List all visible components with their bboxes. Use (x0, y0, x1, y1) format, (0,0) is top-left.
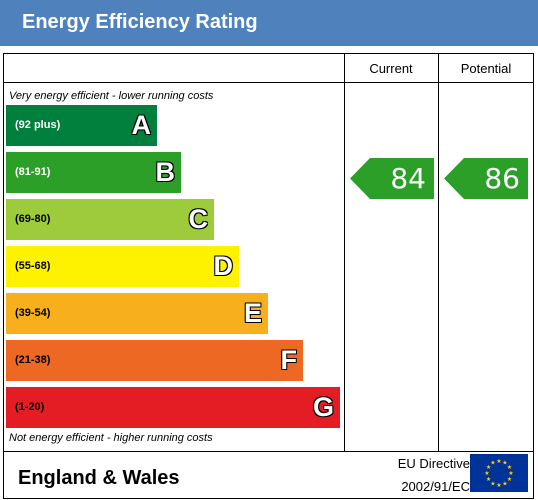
band-e: (39-54) E (6, 293, 268, 334)
eu-star-icon: ★ (502, 480, 507, 487)
current-rating-arrow: 84 (350, 158, 434, 199)
eu-star-icon: ★ (496, 458, 501, 465)
potential-column-header: Potential (460, 61, 512, 76)
directive-line-2: 2002/91/EC (401, 479, 470, 494)
potential-column-divider (438, 54, 439, 451)
eu-star-icon: ★ (507, 464, 512, 471)
current-arrow-shape (350, 158, 434, 199)
band-e-letter: E (243, 298, 262, 328)
potential-rating-value: 86 (484, 162, 520, 195)
rating-title: Energy Efficiency Rating (0, 0, 538, 46)
top-caption: Very energy efficient - lower running co… (9, 90, 214, 102)
band-f-range: (21-38) (15, 354, 51, 366)
eu-star-icon: ★ (508, 470, 513, 477)
band-c-letter: C (188, 204, 209, 234)
band-d-range: (55-68) (15, 260, 51, 272)
band-a: (92 plus) A (6, 105, 157, 146)
bottom-caption: Not energy efficient - higher running co… (9, 432, 213, 444)
band-c: (69-80) C (6, 199, 214, 240)
band-d-letter: D (213, 251, 234, 281)
band-d: (55-68) D (6, 246, 239, 287)
band-c-range: (69-80) (15, 213, 51, 225)
band-b-letter: B (155, 157, 176, 187)
eu-star-icon: ★ (507, 476, 512, 483)
rating-table: Current Potential Very energy efficient … (3, 53, 534, 499)
region-label: England & Wales (18, 467, 180, 489)
potential-arrow-shape (444, 158, 528, 199)
eu-star-icon: ★ (502, 460, 507, 467)
band-a-letter: A (131, 110, 152, 140)
band-f-letter: F (280, 345, 298, 375)
band-b-range: (81-91) (15, 166, 51, 178)
eu-star-icon: ★ (486, 464, 491, 471)
eu-star-icon: ★ (486, 476, 491, 483)
directive-line-1: EU Directive (397, 456, 470, 471)
header-divider (4, 82, 533, 83)
eu-star-icon: ★ (484, 470, 489, 477)
current-column-header: Current (369, 61, 413, 76)
current-column-divider (344, 54, 345, 451)
band-e-range: (39-54) (15, 307, 51, 319)
band-f: (21-38) F (6, 340, 303, 381)
eu-flag-icon: ★ ★★★★★★★★★★★ (470, 454, 528, 492)
eu-star-icon: ★ (496, 482, 501, 489)
footer-divider (4, 451, 533, 452)
band-g-range: (1-20) (15, 401, 45, 413)
eu-star-icon: ★ (490, 480, 495, 487)
band-b: (81-91) B (6, 152, 181, 193)
band-a-range: (92 plus) (15, 119, 61, 131)
potential-rating-arrow: 86 (444, 158, 528, 199)
band-g: (1-20) G (6, 387, 340, 428)
band-g-letter: G (312, 392, 334, 422)
eu-star-icon: ★ (490, 460, 495, 467)
current-rating-value: 84 (390, 162, 426, 195)
